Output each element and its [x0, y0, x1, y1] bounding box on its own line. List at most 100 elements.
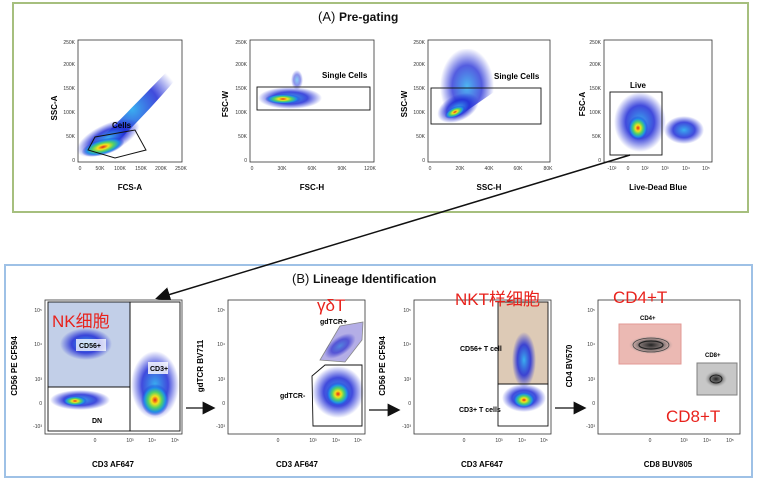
svg-text:60K: 60K — [514, 166, 524, 172]
svg-text:10⁴: 10⁴ — [703, 438, 711, 444]
svg-text:200K: 200K — [589, 62, 601, 68]
svg-text:200K: 200K — [413, 62, 425, 68]
svg-text:10⁵: 10⁵ — [702, 166, 710, 172]
svg-text:CD4+: CD4+ — [640, 316, 656, 322]
svg-text:0: 0 — [408, 401, 411, 407]
plot-a3: Single Cells SSC-W SSC-H 0 50K 100K 150K… — [400, 39, 553, 192]
svg-text:-10³: -10³ — [216, 424, 225, 430]
svg-text:10⁵: 10⁵ — [217, 308, 225, 314]
svg-text:200K: 200K — [235, 62, 247, 68]
plot-b4: CD4+ CD8+ CD4+T CD8+T CD4 BV570 CD8 BUV8… — [565, 288, 741, 469]
svg-text:0: 0 — [649, 438, 652, 444]
svg-text:CD8+: CD8+ — [705, 353, 721, 359]
svg-text:10³: 10³ — [495, 438, 503, 444]
svg-text:10²: 10² — [641, 166, 649, 172]
svg-text:10⁴: 10⁴ — [682, 166, 690, 172]
svg-text:100K: 100K — [235, 110, 247, 116]
svg-text:FSC-A: FSC-A — [578, 92, 587, 117]
x-axis-label: FCS-A — [118, 183, 143, 192]
svg-text:FSC-H: FSC-H — [300, 183, 325, 192]
svg-text:10⁵: 10⁵ — [354, 438, 362, 444]
svg-text:100K: 100K — [413, 110, 425, 116]
svg-text:50K: 50K — [96, 166, 106, 172]
svg-text:250K: 250K — [175, 166, 187, 172]
svg-text:10³: 10³ — [404, 377, 412, 383]
nkt-like-cell-annotation: NKT样细胞 — [455, 290, 540, 309]
gate-label-cells: Cells — [112, 121, 132, 130]
svg-text:50K: 50K — [66, 134, 76, 140]
svg-text:10⁴: 10⁴ — [587, 342, 595, 348]
plot-b2: gdTCR+ gdTCR- γδT gdTCR BV711 CD3 AF647 … — [196, 296, 366, 469]
svg-text:0: 0 — [251, 166, 254, 172]
svg-text:-10³: -10³ — [33, 424, 42, 430]
svg-text:FSC-W: FSC-W — [221, 90, 230, 117]
svg-text:SSC-W: SSC-W — [400, 90, 409, 117]
svg-text:200K: 200K — [155, 166, 167, 172]
svg-text:0: 0 — [94, 438, 97, 444]
pre-gating-title: (A) Pre-gating — [318, 9, 399, 24]
svg-text:0: 0 — [222, 401, 225, 407]
svg-text:150K: 150K — [63, 86, 75, 92]
svg-text:10⁵: 10⁵ — [540, 438, 548, 444]
svg-text:10⁴: 10⁴ — [332, 438, 340, 444]
svg-text:10⁴: 10⁴ — [518, 438, 526, 444]
svg-text:CD56+: CD56+ — [79, 343, 101, 350]
svg-text:30K: 30K — [278, 166, 288, 172]
svg-text:CD56+ T cell: CD56+ T cell — [460, 346, 502, 353]
svg-text:0: 0 — [429, 166, 432, 172]
lineage-title: (B) Lineage Identification — [292, 271, 437, 286]
svg-text:250K: 250K — [413, 40, 425, 46]
gate-label-single-cells: Single Cells — [322, 71, 368, 80]
svg-text:10⁴: 10⁴ — [148, 438, 156, 444]
svg-text:50K: 50K — [416, 134, 426, 140]
svg-text:10⁵: 10⁵ — [403, 308, 411, 314]
svg-text:10³: 10³ — [680, 438, 688, 444]
svg-text:10⁵: 10⁵ — [171, 438, 179, 444]
svg-text:90K: 90K — [338, 166, 348, 172]
nk-cell-annotation: NK细胞 — [52, 312, 110, 331]
svg-text:CD56 PE CF594: CD56 PE CF594 — [378, 336, 387, 396]
gamma-delta-t-annotation: γδT — [317, 296, 345, 315]
svg-text:250K: 250K — [63, 40, 75, 46]
svg-text:-10³: -10³ — [402, 424, 411, 430]
svg-text:0: 0 — [627, 166, 630, 172]
svg-text:200K: 200K — [63, 62, 75, 68]
svg-text:60K: 60K — [308, 166, 318, 172]
svg-text:100K: 100K — [114, 166, 126, 172]
svg-text:Single Cells: Single Cells — [494, 72, 540, 81]
svg-text:10⁵: 10⁵ — [726, 438, 734, 444]
svg-text:250K: 250K — [235, 40, 247, 46]
svg-text:150K: 150K — [413, 86, 425, 92]
svg-text:10³: 10³ — [309, 438, 317, 444]
svg-text:10³: 10³ — [218, 377, 226, 383]
plot-a2: Single Cells FSC-W FSC-H 0 50K 100K 150K… — [221, 39, 376, 192]
svg-text:10³: 10³ — [588, 377, 596, 383]
svg-text:0: 0 — [72, 158, 75, 164]
svg-text:100K: 100K — [63, 110, 75, 116]
svg-text:150K: 150K — [235, 86, 247, 92]
plot-b1: CD56+ CD3+ DN NK细胞 CD56 PE CF594 CD3 AF6… — [10, 299, 183, 469]
svg-text:gdTCR+: gdTCR+ — [320, 319, 347, 326]
gating-flow-arrow — [155, 154, 631, 302]
svg-text:-10³: -10³ — [586, 424, 595, 430]
svg-text:0: 0 — [422, 158, 425, 164]
gate-label-live: Live — [630, 81, 647, 90]
svg-text:CD3 AF647: CD3 AF647 — [461, 460, 503, 469]
svg-text:gdTCR BV711: gdTCR BV711 — [196, 339, 205, 392]
svg-text:150K: 150K — [135, 166, 147, 172]
svg-text:0: 0 — [39, 401, 42, 407]
svg-text:150K: 150K — [589, 86, 601, 92]
cd4-t-annotation: CD4+T — [613, 288, 667, 307]
svg-text:CD4 BV570: CD4 BV570 — [565, 344, 574, 387]
svg-text:CD56 PE CF594: CD56 PE CF594 — [10, 336, 19, 396]
svg-text:10⁴: 10⁴ — [34, 342, 42, 348]
svg-text:CD8 BUV805: CD8 BUV805 — [644, 460, 693, 469]
svg-text:CD3 AF647: CD3 AF647 — [92, 460, 134, 469]
svg-text:40K: 40K — [485, 166, 495, 172]
svg-text:10³: 10³ — [126, 438, 134, 444]
svg-text:CD3+ T cells: CD3+ T cells — [459, 407, 501, 414]
svg-text:250K: 250K — [589, 40, 601, 46]
svg-text:20K: 20K — [456, 166, 466, 172]
plot-a4: Live FSC-A Live-Dead Blue 0 50K 100K 150… — [578, 39, 713, 192]
